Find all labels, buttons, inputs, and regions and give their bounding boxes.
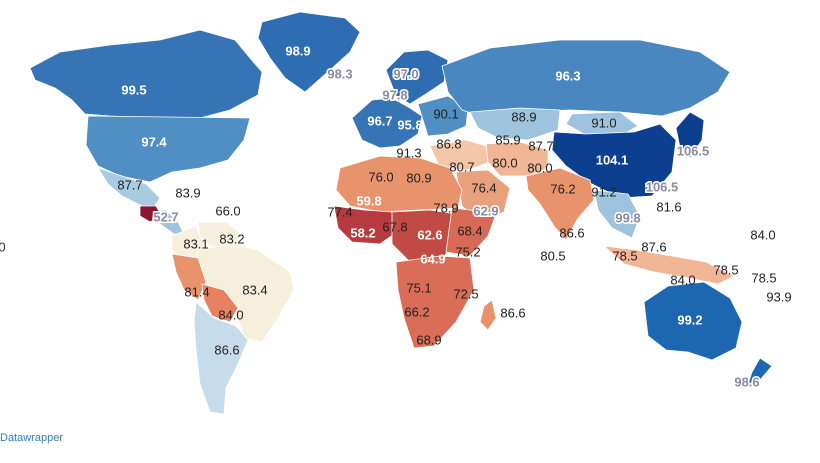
value-label: 87.6 bbox=[641, 239, 666, 254]
value-label: 97.0 bbox=[393, 66, 418, 81]
value-label: 106.5 bbox=[646, 179, 679, 194]
value-label: 67.8 bbox=[382, 219, 407, 234]
value-label: 86.8 bbox=[436, 136, 461, 151]
value-label: 97.8 bbox=[382, 87, 407, 102]
value-label: 87.7 bbox=[528, 138, 553, 153]
value-label: 63.0 bbox=[363, 249, 388, 264]
value-label: 86.6 bbox=[559, 225, 584, 240]
value-label: 99.8 bbox=[615, 210, 640, 225]
value-label: 81.6 bbox=[656, 199, 681, 214]
value-label: 68.9 bbox=[416, 332, 441, 347]
value-label: 99.2 bbox=[677, 312, 702, 327]
value-label: 52.7 bbox=[153, 209, 178, 224]
region-iran[interactable] bbox=[485, 141, 549, 177]
value-label: 84.0 bbox=[750, 227, 775, 242]
region-greenland[interactable] bbox=[257, 11, 361, 93]
region-kazakhstan[interactable] bbox=[469, 107, 561, 141]
value-label: 98.9 bbox=[285, 43, 310, 58]
value-label: 96.7 bbox=[367, 113, 392, 128]
value-label: 62.6 bbox=[417, 227, 442, 242]
value-label: 84.0 bbox=[670, 272, 695, 287]
value-label: 86.6 bbox=[500, 305, 525, 320]
value-label: 106.5 bbox=[677, 143, 710, 158]
region-eastern-europe[interactable] bbox=[417, 95, 469, 137]
value-label: 90.1 bbox=[433, 106, 458, 121]
region-russia[interactable] bbox=[441, 39, 731, 119]
value-label: 75.2 bbox=[455, 244, 480, 259]
region-scandinavia[interactable] bbox=[385, 49, 449, 105]
value-label: 84.0 bbox=[218, 307, 243, 322]
value-labels: 98.9 98.3 99.5 97.4 97.0 97.8 96.7 95.8 90.1 96.3… bbox=[0, 43, 792, 391]
value-label: 78.9 bbox=[433, 200, 458, 215]
region-west-africa[interactable] bbox=[333, 205, 401, 245]
value-label: 78.5 bbox=[713, 262, 738, 277]
region-new-zealand[interactable] bbox=[747, 357, 773, 385]
value-label: 91.2 bbox=[591, 184, 616, 199]
value-label: 62.9 bbox=[473, 203, 498, 218]
value-label: 98.3 bbox=[327, 66, 352, 81]
value-label: 77.4 bbox=[327, 204, 352, 219]
value-label: 58.2 bbox=[350, 225, 375, 240]
value-label: 104.1 bbox=[596, 152, 629, 167]
value-label: 80.0 bbox=[527, 160, 552, 175]
value-label: 80.7 bbox=[449, 159, 474, 174]
region-australia[interactable] bbox=[643, 281, 743, 361]
value-label: 75.1 bbox=[406, 280, 431, 295]
region-southeast-asia[interactable] bbox=[593, 189, 641, 239]
value-label: 59.8 bbox=[356, 193, 381, 208]
value-label: 95.8 bbox=[397, 117, 422, 132]
value-label: 93.9 bbox=[766, 289, 791, 304]
region-north-africa[interactable] bbox=[335, 155, 463, 213]
value-label: 0 bbox=[0, 239, 6, 254]
value-label: 83.9 bbox=[175, 185, 200, 200]
region-guatemala[interactable] bbox=[139, 205, 163, 223]
value-label: 78.5 bbox=[612, 248, 637, 263]
value-label: 80.5 bbox=[540, 248, 565, 263]
region-arabia[interactable] bbox=[455, 169, 511, 223]
region-madagascar[interactable] bbox=[479, 299, 497, 331]
region-east-africa[interactable] bbox=[445, 207, 497, 257]
region-indonesia[interactable] bbox=[603, 245, 735, 285]
region-western-europe[interactable] bbox=[351, 97, 423, 149]
value-label: 80.0 bbox=[492, 155, 517, 170]
value-label: 83.1 bbox=[183, 236, 208, 251]
value-label: 76.4 bbox=[471, 180, 496, 195]
region-usa[interactable] bbox=[85, 115, 251, 183]
region-china[interactable] bbox=[551, 123, 677, 199]
value-label: 80.9 bbox=[406, 170, 431, 185]
value-label: 98.6 bbox=[734, 374, 759, 389]
value-label: 76.0 bbox=[368, 169, 393, 184]
region-bolivia[interactable] bbox=[201, 283, 239, 323]
value-label: 68.4 bbox=[457, 223, 482, 238]
value-label: 76.2 bbox=[550, 181, 575, 196]
value-label: 91.3 bbox=[396, 145, 421, 160]
value-label: 87.7 bbox=[117, 177, 142, 192]
value-label: 72.5 bbox=[453, 286, 478, 301]
region-southern-africa[interactable] bbox=[395, 255, 475, 349]
value-label: 81.4 bbox=[184, 284, 209, 299]
datawrapper-credit[interactable]: Datawrapper bbox=[0, 432, 63, 444]
value-label: 97.4 bbox=[141, 134, 167, 149]
value-label: 86.6 bbox=[214, 342, 239, 357]
region-korea-japan[interactable] bbox=[675, 111, 705, 159]
region-peru[interactable] bbox=[171, 253, 207, 301]
value-label: 96.3 bbox=[555, 68, 580, 83]
value-label: 99.5 bbox=[121, 82, 146, 97]
country-regions bbox=[29, 11, 773, 415]
value-label: 78.5 bbox=[751, 270, 776, 285]
value-label: 64.9 bbox=[420, 251, 445, 266]
value-label: 88.9 bbox=[511, 109, 536, 124]
value-label: 66.0 bbox=[215, 203, 240, 218]
value-label: 91.0 bbox=[591, 115, 616, 130]
value-label: 83.4 bbox=[242, 282, 267, 297]
value-label: 83.2 bbox=[219, 231, 244, 246]
value-label: 85.9 bbox=[495, 132, 520, 147]
value-label: 66.2 bbox=[404, 304, 429, 319]
region-india[interactable] bbox=[525, 167, 595, 241]
region-argentina-chile[interactable] bbox=[193, 301, 249, 415]
region-canada[interactable] bbox=[29, 29, 263, 119]
